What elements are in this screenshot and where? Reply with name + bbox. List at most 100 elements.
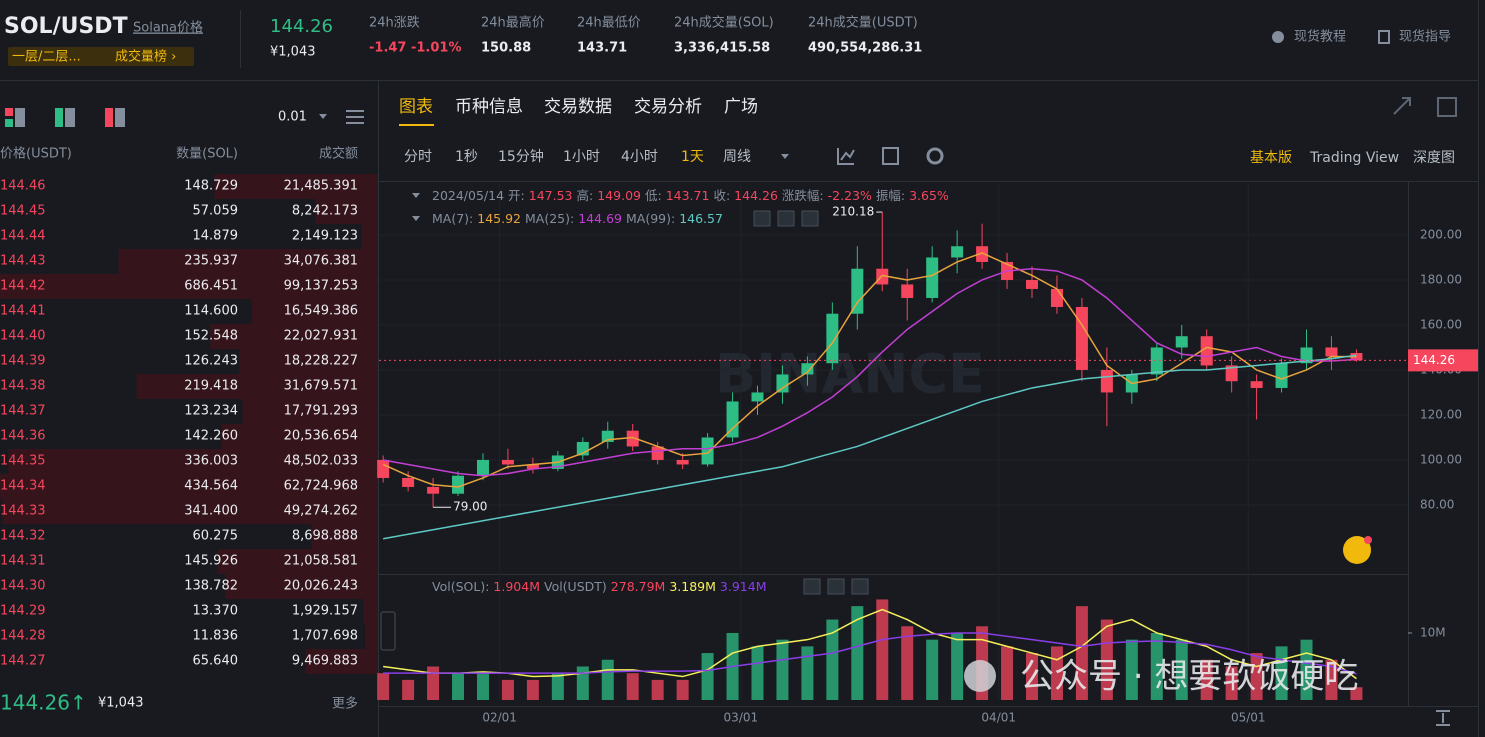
candle-body xyxy=(1100,369,1113,393)
price-tag xyxy=(1408,349,1478,372)
tab[interactable]: 交易分析 xyxy=(634,97,702,117)
float-button[interactable] xyxy=(1343,536,1371,564)
ask-total: 21,058.581 xyxy=(284,554,358,569)
ask-price: 144.31 xyxy=(0,554,46,569)
legend-icon[interactable] xyxy=(851,578,869,595)
more[interactable]: 更多 xyxy=(332,696,358,712)
link[interactable]: 现货教程 xyxy=(1294,29,1346,45)
tab[interactable]: 广场 xyxy=(724,97,758,117)
dropdown-arrow xyxy=(319,114,327,119)
interval[interactable]: 1天 xyxy=(681,149,704,165)
scale-icon[interactable] xyxy=(1436,710,1450,726)
legend-icon[interactable] xyxy=(777,210,795,227)
column-header: 成交额 xyxy=(319,146,358,162)
vol-legend-part: Vol(SOL): xyxy=(432,579,489,594)
volume-bar xyxy=(801,646,814,700)
tab[interactable]: 交易数据 xyxy=(544,97,612,117)
volume-bar xyxy=(751,646,764,700)
tab[interactable]: 图表 xyxy=(399,97,433,117)
y-tick-label: 200.00 xyxy=(1420,227,1462,241)
ask-qty: 114.600 xyxy=(184,304,238,319)
ask-total: 8,698.888 xyxy=(292,529,358,544)
ohlc-legend-part: 收: xyxy=(713,188,730,203)
ask-qty: 11.836 xyxy=(193,629,239,644)
volume-bar xyxy=(1200,659,1213,700)
depth-bar xyxy=(221,424,378,449)
depth-bar xyxy=(217,549,378,574)
settings-icon[interactable] xyxy=(346,110,364,124)
ask-price: 144.39 xyxy=(0,354,46,369)
view[interactable]: 深度图 xyxy=(1413,150,1455,166)
volume-bar xyxy=(1001,646,1014,700)
layout-icon[interactable] xyxy=(1437,97,1457,117)
views: 基本版 Trading View 深度图 xyxy=(1250,149,1455,166)
ask-qty: 13.370 xyxy=(193,604,239,619)
layout-icons[interactable] xyxy=(5,108,125,127)
badge-text[interactable]: 成交量榜 › xyxy=(115,49,176,65)
ohlc-legend-part: 3.65% xyxy=(909,188,949,203)
vol-ma-line xyxy=(383,632,1357,675)
ma-legend-part: MA(7): xyxy=(432,211,473,226)
view[interactable]: 基本版 xyxy=(1250,149,1292,166)
expand-icon[interactable] xyxy=(1393,97,1411,115)
ask-price: 144.42 xyxy=(0,279,46,294)
view[interactable]: Trading View xyxy=(1309,150,1399,166)
interval[interactable]: 分时 xyxy=(404,149,432,165)
template-icon[interactable] xyxy=(882,147,899,165)
badge-text[interactable]: 一层/二层... xyxy=(12,50,81,65)
candle-body xyxy=(476,459,489,476)
name-link[interactable]: Solana价格 xyxy=(133,20,203,36)
interval[interactable]: 周线 xyxy=(723,149,751,165)
depth-bar xyxy=(118,249,378,274)
stat-label: 24h最高价 xyxy=(481,15,545,31)
y-tick-label: 160.00 xyxy=(1420,317,1462,331)
pair: SOL/USDT xyxy=(4,14,128,39)
interval[interactable]: 4小时 xyxy=(621,149,658,165)
ask-qty: 219.418 xyxy=(184,379,238,394)
candle-body xyxy=(1350,353,1363,361)
ask-price: 144.41 xyxy=(0,304,46,319)
volume-bar xyxy=(427,666,440,700)
interval[interactable]: 1小时 xyxy=(563,149,600,165)
ask-price: 144.36 xyxy=(0,429,46,444)
ohlc-legend-part: 高: xyxy=(577,188,594,203)
candle-body xyxy=(601,430,614,442)
volume-bar xyxy=(476,673,489,700)
icon xyxy=(1272,31,1284,43)
precision[interactable]: 0.01 xyxy=(278,110,307,125)
legend-icon[interactable] xyxy=(803,578,821,595)
vol-legend-part: 1.904M xyxy=(493,579,540,594)
depth-bar xyxy=(214,174,378,199)
stat-value: 143.71 xyxy=(577,41,627,56)
ma-legend-part: 144.69 xyxy=(578,211,622,226)
volume-bar xyxy=(1150,632,1163,700)
depth-bar xyxy=(210,324,378,349)
volume-bar xyxy=(776,639,789,700)
ohlc-legend-part: 振幅: xyxy=(876,188,905,203)
candle-body xyxy=(452,475,465,494)
volume-bar xyxy=(851,606,864,700)
dropdown-arrow xyxy=(781,154,789,159)
ask-total: 1,929.157 xyxy=(292,604,358,619)
collapse-button[interactable] xyxy=(380,611,396,651)
depth-bar xyxy=(305,649,378,674)
ask-total: 2,149.123 xyxy=(292,229,358,244)
legend-icon[interactable] xyxy=(827,578,845,595)
volume-bar xyxy=(876,599,889,700)
ma-legend-part: 146.57 xyxy=(679,211,723,226)
interval[interactable]: 1秒 xyxy=(455,149,478,165)
interval[interactable]: 15分钟 xyxy=(498,148,544,165)
tab[interactable]: 币种信息 xyxy=(455,97,523,117)
legend-icon[interactable] xyxy=(801,210,819,227)
link[interactable]: 现货指导 xyxy=(1399,29,1451,45)
legend-icon[interactable] xyxy=(753,210,771,227)
depth-bar xyxy=(311,524,378,549)
volume-bar xyxy=(402,679,415,700)
ohlc-legend-part: 147.53 xyxy=(529,188,573,203)
settings-icon[interactable] xyxy=(926,147,944,165)
ma-legend-part: MA(25): xyxy=(525,211,574,226)
indicator-icon[interactable] xyxy=(837,148,855,165)
candle-body xyxy=(501,459,514,465)
candle-body xyxy=(901,284,914,298)
depth-bar xyxy=(225,574,378,599)
